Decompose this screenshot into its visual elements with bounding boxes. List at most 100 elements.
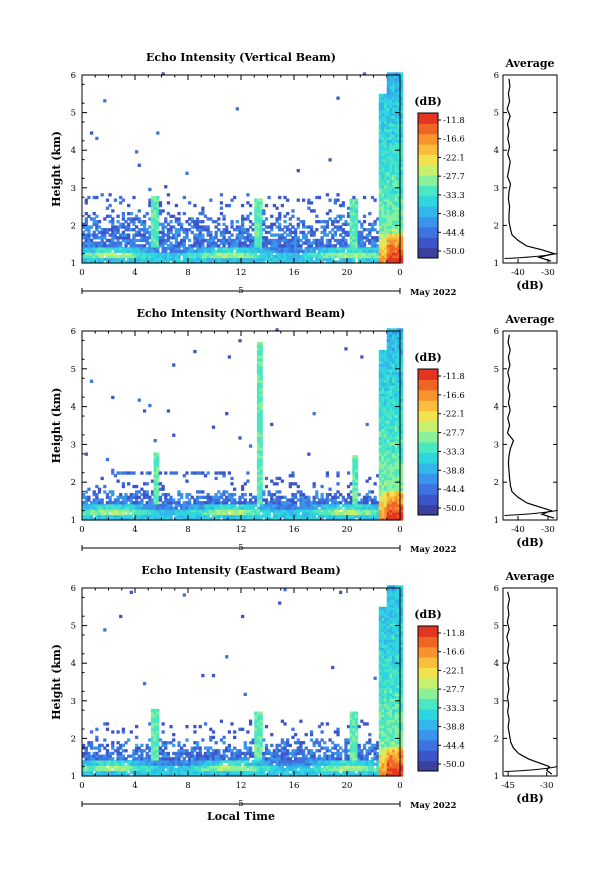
heatmap-cell xyxy=(286,506,290,510)
heatmap-cell xyxy=(291,511,295,516)
heatmap-cell xyxy=(89,770,94,774)
heatmap-cell xyxy=(92,498,96,502)
heatmap-cell xyxy=(142,228,147,232)
heatmap-cell xyxy=(381,449,385,454)
heatmap-cell xyxy=(349,220,353,224)
heatmap-cell xyxy=(278,225,282,229)
heatmap-cell xyxy=(384,150,388,154)
heatmap-cell xyxy=(225,495,229,499)
heatmap-cell xyxy=(323,257,327,261)
heatmap-cell xyxy=(153,466,157,470)
heatmap-cell xyxy=(307,511,311,516)
heatmap-cell xyxy=(84,754,88,758)
heatmap-cell xyxy=(400,238,404,243)
colorbar-swatch xyxy=(418,369,438,380)
heatmap-cell xyxy=(397,466,401,470)
heatmap-cell xyxy=(394,484,398,489)
heatmap-cell xyxy=(270,225,274,229)
heatmap-cell xyxy=(235,254,239,259)
heatmap-cell xyxy=(394,190,398,194)
heatmap-cell xyxy=(254,209,258,213)
heatmap-cell xyxy=(294,236,298,240)
heatmap-cell xyxy=(227,249,231,253)
heatmap-cell xyxy=(397,177,401,181)
heatmap-cell xyxy=(156,246,160,251)
heatmap-cell xyxy=(325,220,330,224)
heatmap-cell xyxy=(397,236,401,240)
heatmap-cell xyxy=(119,517,123,521)
heatmap-cell xyxy=(198,770,202,774)
heatmap-cell xyxy=(386,390,390,394)
heatmap-cell xyxy=(211,241,216,245)
heatmap-cell xyxy=(283,246,287,251)
heatmap-cell xyxy=(272,222,277,226)
heatmap-cell xyxy=(174,514,178,518)
heatmap-cell xyxy=(158,230,163,235)
heatmap-cell xyxy=(121,236,125,240)
heatmap-cell xyxy=(386,366,390,370)
heatmap-cell xyxy=(400,177,404,181)
heatmap-cell xyxy=(397,482,401,486)
heatmap-cell xyxy=(389,120,393,124)
heatmap-cell xyxy=(156,476,160,481)
heatmap-cell xyxy=(376,257,380,261)
heatmap-cell xyxy=(301,249,306,253)
heatmap-cell xyxy=(153,217,157,221)
heatmap-cell xyxy=(254,495,258,499)
heatmap-cell xyxy=(296,517,300,521)
heatmap-cell xyxy=(392,339,396,343)
heatmap-cell xyxy=(272,254,277,259)
heatmap-cell xyxy=(243,506,247,510)
heatmap-cell xyxy=(140,228,144,232)
heatmap-cell xyxy=(235,252,239,256)
heatmap-cell xyxy=(354,463,359,467)
heatmap-cell xyxy=(233,511,237,516)
heatmap-cell xyxy=(309,517,314,521)
heatmap-cell xyxy=(264,217,269,221)
heatmap-cell xyxy=(264,236,269,240)
heatmap-cell xyxy=(188,757,192,761)
heatmap-cell xyxy=(135,238,139,243)
heatmap-cell xyxy=(286,517,290,521)
heatmap-cell xyxy=(82,236,86,240)
heatmap-cell xyxy=(95,754,99,758)
heatmap-cell xyxy=(140,220,144,224)
heatmap-cell xyxy=(145,260,149,264)
heatmap-cell xyxy=(352,498,356,502)
heatmap-cell xyxy=(172,501,176,505)
heatmap-cell xyxy=(386,217,390,221)
heatmap-cell xyxy=(320,514,324,518)
heatmap-cell xyxy=(400,120,404,124)
heatmap-cell xyxy=(103,506,107,510)
heatmap-cell xyxy=(132,757,136,761)
heatmap-cell xyxy=(87,214,91,218)
heatmap-cell xyxy=(161,767,165,772)
heatmap-cell xyxy=(362,514,367,518)
heatmap-cell xyxy=(354,254,359,259)
heatmap-cell xyxy=(174,230,178,235)
heatmap-cell xyxy=(376,230,380,235)
heatmap-cell xyxy=(392,417,396,421)
heatmap-cell xyxy=(394,201,398,205)
heatmap-cell xyxy=(386,101,390,106)
heatmap-cell xyxy=(400,91,404,95)
heatmap-cell xyxy=(108,252,112,256)
heatmap-cell xyxy=(156,503,160,508)
heatmap-cell xyxy=(384,185,388,189)
heatmap-cell xyxy=(294,493,298,497)
y-tick-label: 1 xyxy=(71,259,76,269)
heatmap-cell xyxy=(400,387,404,391)
heatmap-cell xyxy=(158,751,163,756)
heatmap-cell xyxy=(354,203,359,208)
heatmap-cell xyxy=(161,759,165,764)
heatmap-cell xyxy=(400,209,404,213)
heatmap-cell xyxy=(320,246,324,251)
heatmap-cell xyxy=(209,254,213,259)
heatmap-cell xyxy=(341,201,345,205)
heatmap-cell xyxy=(378,236,383,240)
heatmap-cell xyxy=(394,328,398,332)
heatmap-cell xyxy=(116,501,120,505)
heatmap-cell xyxy=(288,233,292,237)
heatmap-cell xyxy=(386,493,390,497)
heatmap-cell xyxy=(392,142,396,146)
